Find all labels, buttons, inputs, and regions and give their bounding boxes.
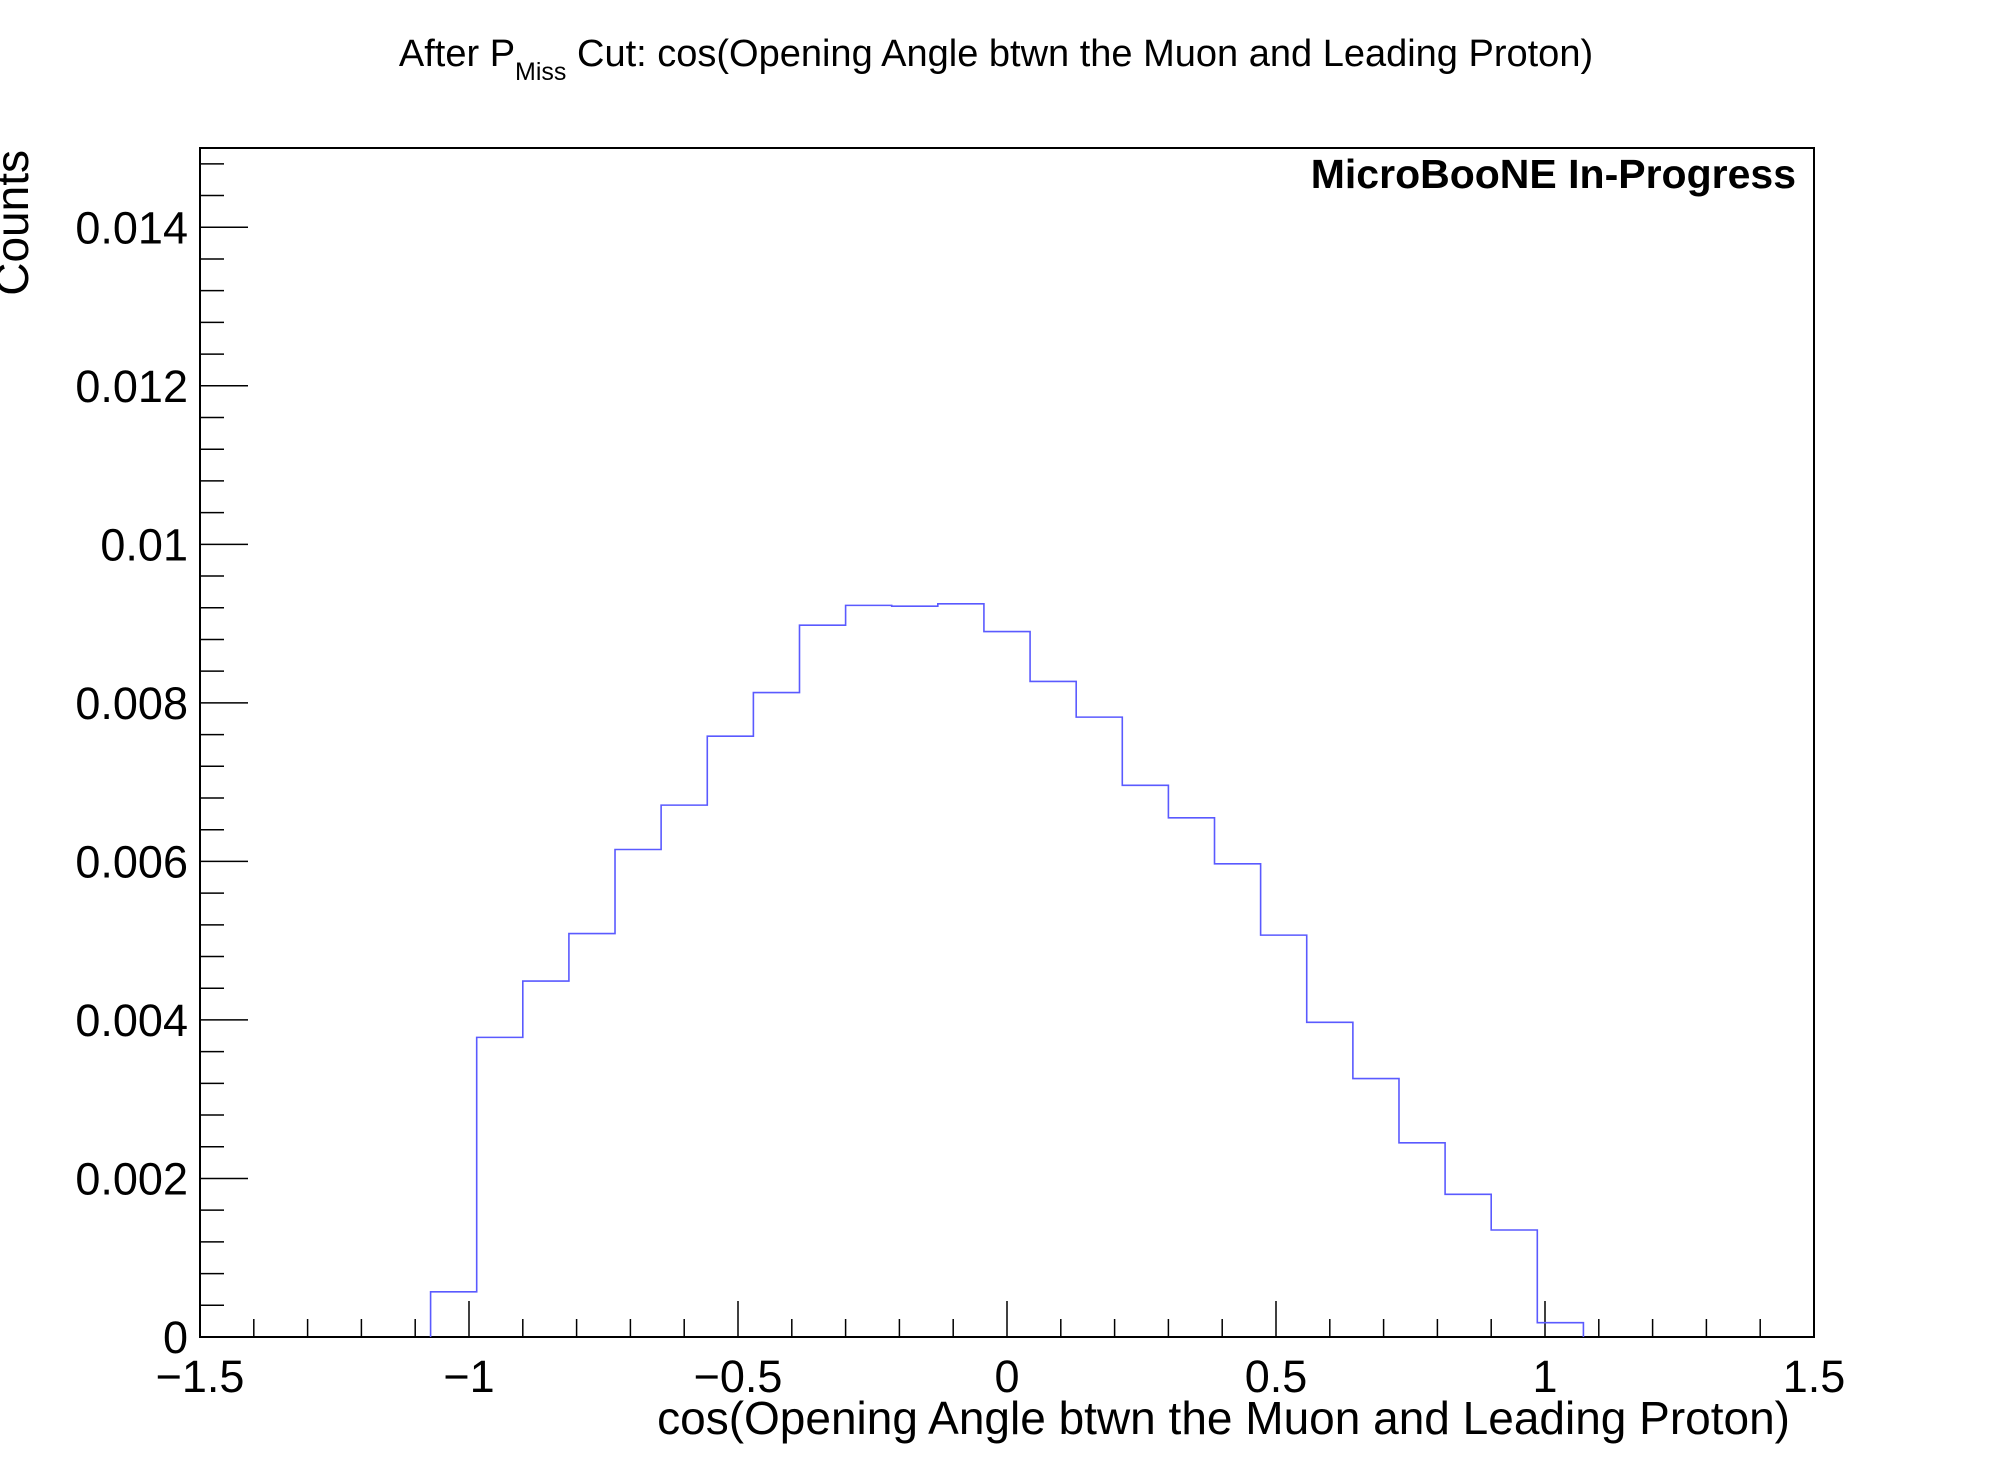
x-axis-title: cos(Opening Angle btwn the Muon and Lead… — [657, 1392, 1790, 1444]
y-tick-label: 0.014 — [75, 202, 188, 253]
y-tick-label: 0.002 — [75, 1153, 188, 1204]
x-tick-label: −0.5 — [694, 1351, 783, 1402]
x-tick-label: −1 — [443, 1351, 494, 1402]
chart-title: After PMiss Cut: cos(Opening Angle btwn … — [399, 33, 1593, 86]
y-tick-label: 0.006 — [75, 836, 188, 887]
plot-frame — [199, 147, 1815, 1338]
chart-title-prefix: After P — [399, 33, 515, 75]
y-tick-label: 0.01 — [100, 519, 188, 570]
x-tick-label: 1 — [1532, 1351, 1557, 1402]
watermark-label: MicroBooNE In-Progress — [1311, 151, 1796, 197]
y-tick-label: 0.012 — [75, 361, 188, 412]
y-tick-label: 0.008 — [75, 678, 188, 729]
chart-title-subscript: Miss — [515, 58, 566, 86]
x-axis-tick-labels: −1.5 −1 −0.5 0 0.5 1 1.5 — [156, 1351, 1846, 1402]
x-tick-label: 0 — [994, 1351, 1019, 1402]
y-axis-title: Counts — [0, 150, 38, 296]
x-tick-label: 1.5 — [1783, 1351, 1846, 1402]
y-axis-ticks — [200, 163, 248, 1338]
chart-title-suffix: Cut: cos(Opening Angle btwn the Muon and… — [566, 33, 1593, 75]
y-tick-label: 0.004 — [75, 995, 188, 1046]
y-tick-label: 0 — [163, 1312, 188, 1363]
y-axis-tick-labels: 0 0.002 0.004 0.006 0.008 0.01 0.012 0.014 — [75, 202, 188, 1363]
x-tick-label: 0.5 — [1245, 1351, 1308, 1402]
x-axis-ticks — [199, 1301, 1815, 1337]
x-tick-label: −1.5 — [156, 1351, 245, 1402]
histogram-series-line — [429, 602, 1585, 1337]
